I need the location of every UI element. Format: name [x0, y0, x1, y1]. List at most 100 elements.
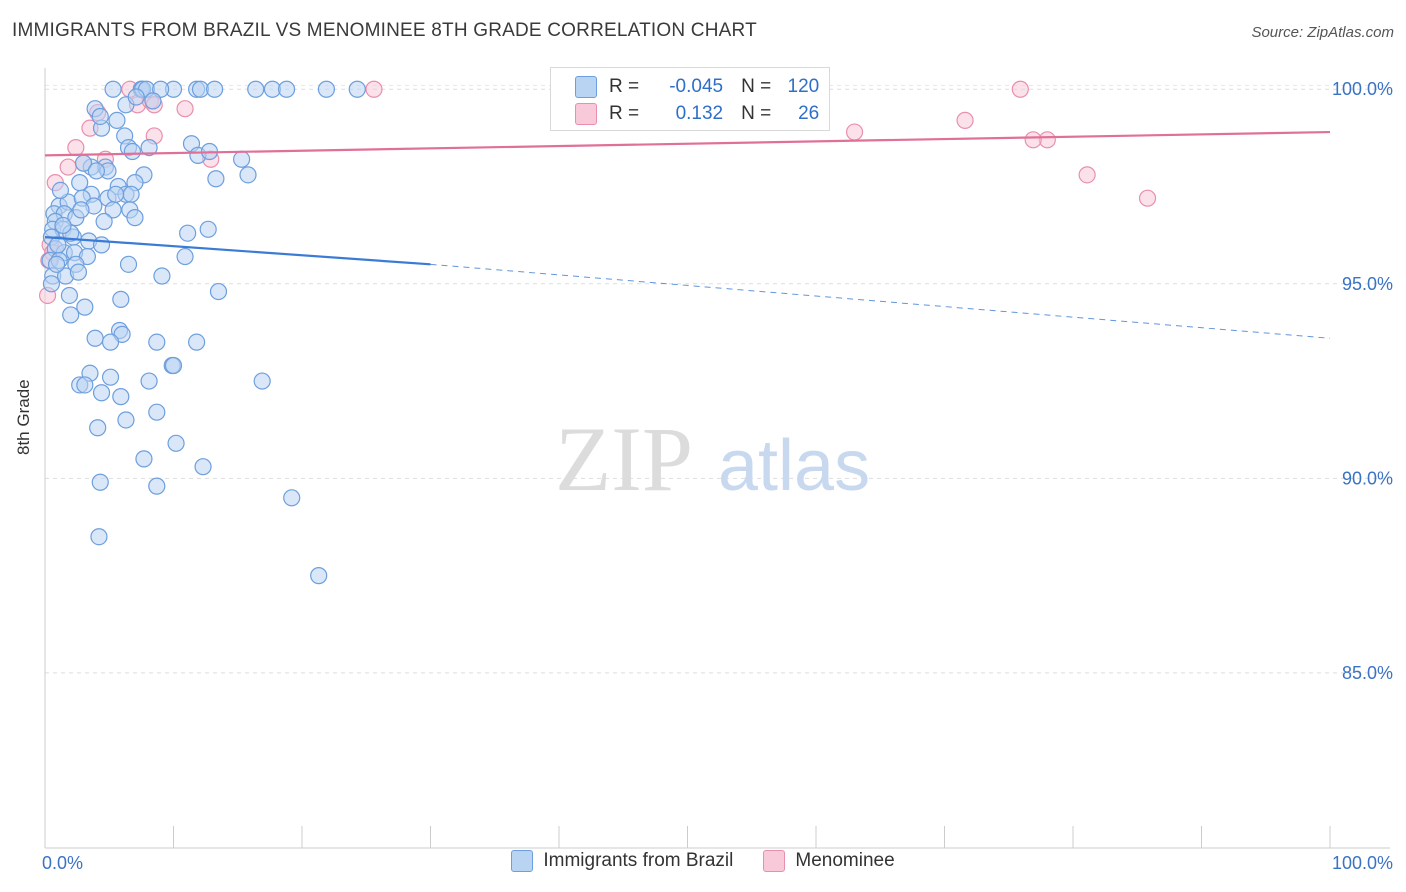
point-brazil	[140, 139, 158, 157]
point-brazil	[47, 255, 66, 273]
point-brazil	[233, 150, 251, 168]
stats-row-menominee: R = 0.132 N = 26	[575, 101, 819, 127]
point-brazil	[310, 567, 328, 585]
point-brazil	[76, 376, 94, 394]
watermark-atlas: atlas	[718, 426, 870, 506]
point-brazil	[95, 212, 113, 231]
point-brazil	[127, 88, 145, 106]
n-value-menominee: 26	[798, 103, 820, 124]
point-menominee	[59, 158, 77, 176]
point-brazil	[247, 80, 265, 98]
r-label: R =	[609, 103, 640, 124]
trend-line-brazil	[44, 236, 431, 266]
x-tick-label-min: 0.0%	[42, 853, 83, 873]
source-label: Source: ZipAtlas.com	[1251, 24, 1394, 41]
trend-line-brazil-extension	[430, 263, 1331, 339]
legend-swatch-pink	[763, 850, 786, 872]
point-brazil	[148, 477, 166, 495]
point-brazil	[148, 403, 166, 421]
y-tick-label: 90.0%	[1342, 468, 1393, 488]
point-brazil	[72, 201, 90, 219]
point-brazil	[283, 489, 301, 507]
point-brazil	[199, 220, 217, 238]
point-brazil	[91, 107, 109, 126]
point-brazil	[239, 166, 257, 184]
legend-swatch-blue	[511, 850, 534, 872]
point-brazil	[60, 286, 79, 305]
point-brazil	[112, 290, 130, 308]
legend-item-menominee: Menominee	[763, 850, 895, 872]
stats-row-brazil: R = -0.045 N = 120	[575, 74, 819, 100]
bottom-legend: Immigrants from Brazil Menominee	[0, 850, 1406, 872]
point-brazil	[119, 255, 138, 273]
legend-label-brazil: Immigrants from Brazil	[543, 850, 734, 871]
y-tick-label: 85.0%	[1342, 663, 1393, 683]
point-brazil	[176, 247, 194, 266]
point-brazil	[148, 333, 166, 351]
chart-title: IMMIGRANTS FROM BRAZIL VS MENOMINEE 8TH …	[12, 20, 757, 41]
r-value-brazil: -0.045	[669, 76, 724, 97]
point-brazil	[348, 80, 366, 98]
blue-swatch	[575, 76, 597, 98]
point-brazil	[122, 185, 140, 203]
trend-lines	[44, 130, 1331, 339]
axes	[44, 68, 1390, 849]
r-label: R =	[609, 76, 640, 97]
point-menominee	[845, 123, 864, 141]
n-value-brazil: 120	[787, 76, 820, 97]
point-brazil	[194, 458, 212, 476]
watermark-zip: ZIP	[555, 408, 693, 510]
stats-legend: R = -0.045 N = 120 R = 0.132 N = 26	[550, 67, 830, 131]
series-brazil	[41, 80, 366, 585]
point-brazil	[153, 267, 171, 285]
point-brazil	[209, 282, 228, 301]
point-menominee	[365, 80, 383, 98]
point-brazil	[123, 142, 141, 161]
legend-label-menominee: Menominee	[795, 850, 895, 871]
point-brazil	[92, 236, 111, 254]
point-brazil	[317, 80, 336, 98]
point-menominee	[1024, 131, 1042, 149]
point-brazil	[188, 333, 206, 351]
point-brazil	[144, 92, 162, 110]
point-brazil	[277, 80, 296, 98]
n-label: N =	[741, 103, 772, 124]
trend-line-menominee	[44, 130, 1331, 157]
point-brazil	[107, 185, 125, 203]
y-tick-label: 95.0%	[1342, 274, 1393, 294]
point-brazil	[91, 473, 109, 491]
point-brazil	[92, 384, 111, 402]
point-brazil	[104, 80, 122, 98]
pink-swatch	[575, 103, 597, 125]
point-brazil	[117, 411, 135, 429]
point-menominee	[1011, 80, 1029, 98]
point-brazil	[101, 368, 120, 386]
point-brazil	[69, 263, 88, 281]
point-brazil	[51, 181, 70, 200]
r-value-menominee: 0.132	[675, 103, 724, 124]
n-label: N =	[741, 76, 772, 97]
point-menominee	[67, 139, 85, 157]
point-brazil	[90, 528, 108, 546]
point-brazil	[76, 298, 94, 316]
point-brazil	[253, 372, 271, 390]
point-brazil	[112, 388, 130, 406]
legend-item-brazil: Immigrants from Brazil	[511, 850, 733, 872]
point-brazil	[62, 306, 80, 324]
watermark: ZIP atlas	[555, 408, 870, 510]
point-brazil	[49, 236, 67, 254]
point-menominee	[956, 111, 974, 129]
x-tick-label-max: 100.0%	[1332, 853, 1393, 873]
point-brazil	[86, 329, 104, 347]
point-menominee	[1138, 189, 1157, 207]
point-brazil	[42, 275, 61, 293]
point-brazil	[89, 419, 107, 437]
point-brazil	[108, 111, 126, 129]
point-menominee	[176, 100, 194, 118]
tick-labels: 85.0% 90.0% 95.0% 100.0% 0.0% 100.0%	[42, 79, 1393, 873]
y-tick-label: 100.0%	[1332, 79, 1393, 99]
point-brazil	[206, 80, 224, 98]
point-menominee	[1078, 166, 1096, 184]
point-brazil	[54, 216, 72, 235]
